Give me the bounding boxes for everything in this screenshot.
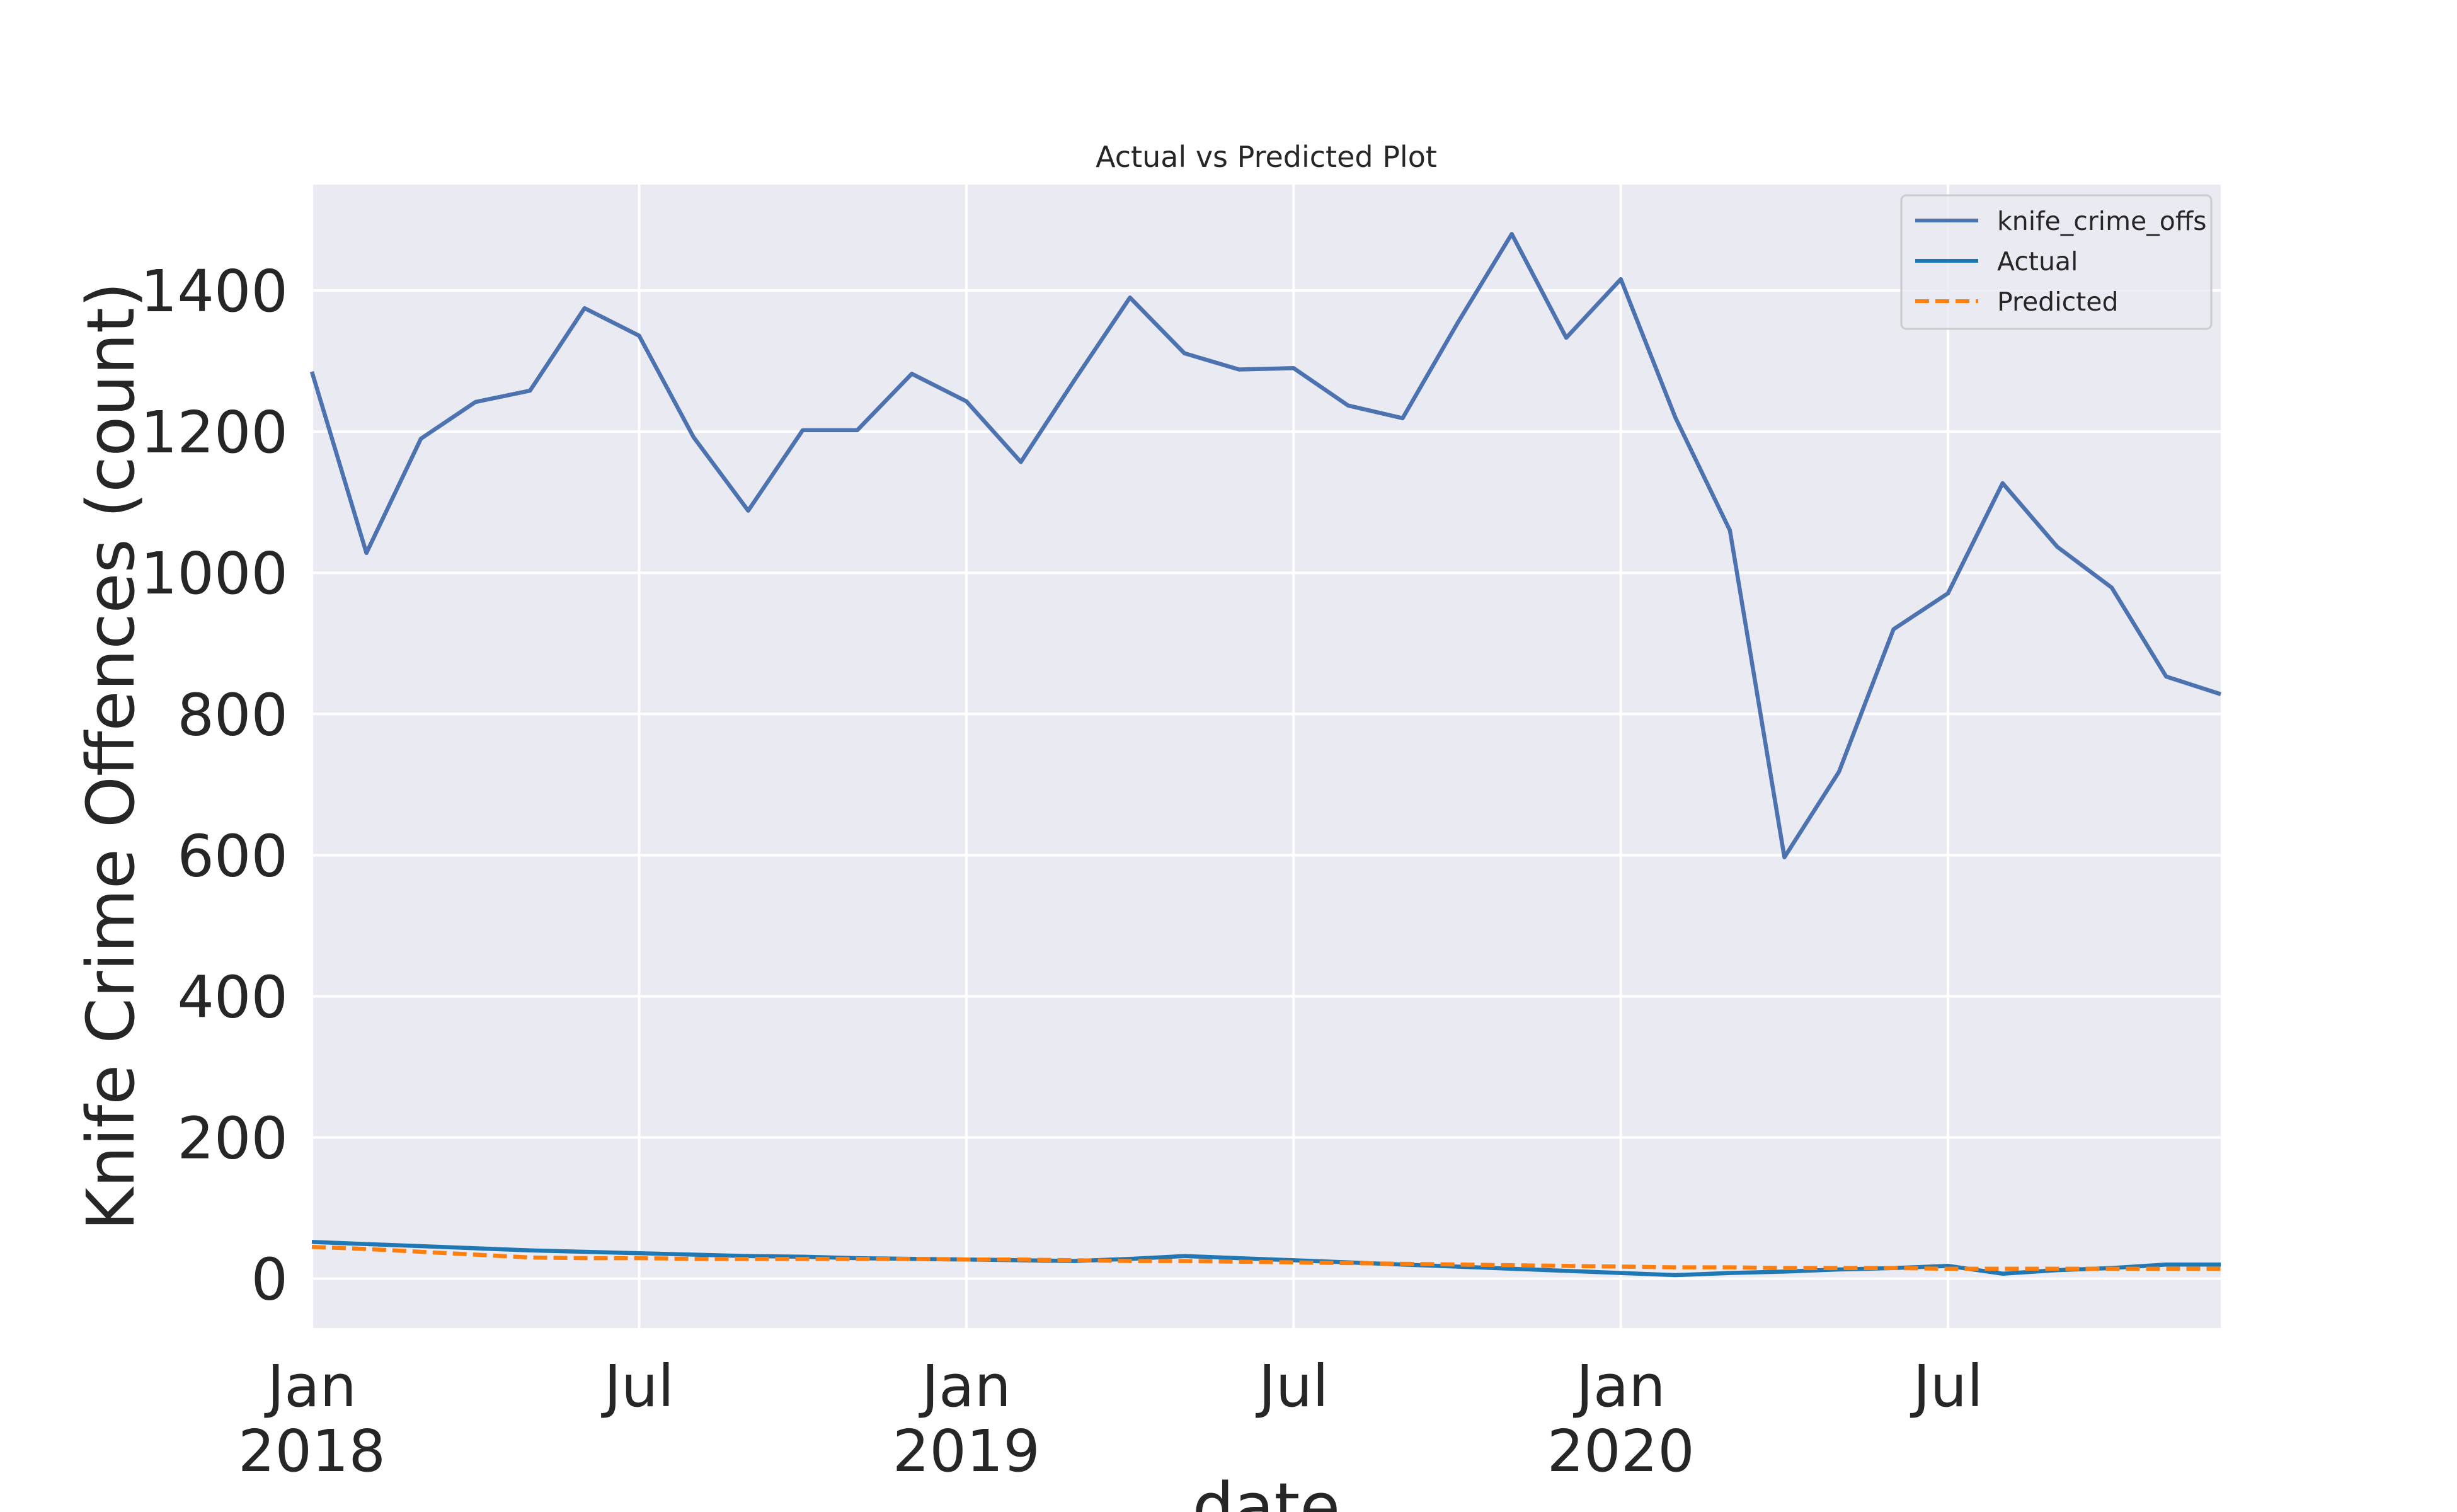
- chart-title: Actual vs Predicted Plot: [1096, 140, 1437, 174]
- x-tick-label: Jul: [1256, 1353, 1329, 1420]
- legend-box: [1900, 194, 2213, 330]
- legend-label: knife_crime_offs: [1997, 206, 2206, 236]
- y-axis-label: Knife Crime Offences (count): [72, 282, 149, 1231]
- x-axis-label: date: [1193, 1469, 1341, 1512]
- legend-label: Actual: [1997, 246, 2078, 277]
- series-lines: [309, 232, 2221, 1278]
- legend-label: Predicted: [1997, 287, 2118, 317]
- series-line-knife-crime-offs: [309, 232, 2221, 859]
- series-line-actual: [311, 1240, 2221, 1278]
- y-tick-label: 200: [177, 1105, 288, 1172]
- y-tick-label: 0: [251, 1246, 288, 1314]
- x-tick-label: Jan: [264, 1353, 357, 1420]
- series-line-predicted: [311, 1244, 2221, 1271]
- x-tick-year-label: 2020: [1547, 1418, 1695, 1485]
- y-tick-labels: 0 200 400 600 800 1000 1200 1400: [140, 258, 288, 1314]
- plot-area: [312, 185, 2221, 1328]
- y-tick-label: 600: [177, 822, 288, 890]
- x-tick-label: Jan: [919, 1353, 1011, 1420]
- y-tick-label: 1000: [140, 540, 288, 607]
- y-tick-label: 1400: [140, 258, 288, 325]
- y-tick-label: 800: [177, 681, 288, 748]
- x-tick-label: Jul: [1910, 1353, 1983, 1420]
- y-tick-label: 400: [177, 963, 288, 1031]
- x-tick-label: Jan: [1573, 1353, 1666, 1420]
- x-tick-year-label: 2019: [893, 1418, 1040, 1485]
- x-tick-label: Jul: [601, 1353, 674, 1420]
- y-tick-label: 1200: [140, 399, 288, 466]
- legend: knife_crime_offs Actual Predicted: [1900, 194, 2213, 330]
- x-tick-year-label: 2018: [238, 1418, 386, 1485]
